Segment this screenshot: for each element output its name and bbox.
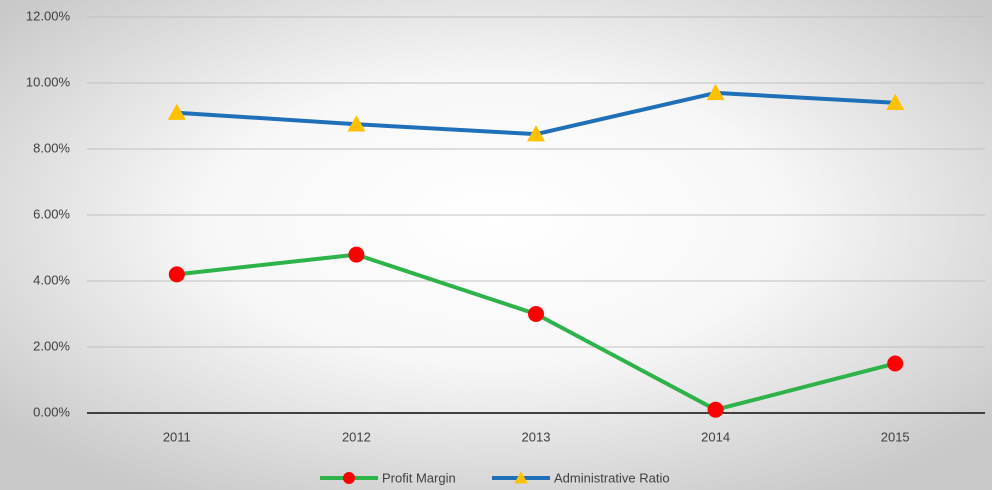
x-tick-label: 2015 — [881, 429, 910, 444]
y-tick-label: 4.00% — [33, 272, 70, 287]
x-tick-label: 2012 — [342, 429, 371, 444]
x-tick-label: 2014 — [701, 429, 730, 444]
point-marker — [707, 401, 724, 418]
point-marker — [343, 472, 355, 484]
point-marker — [168, 266, 185, 283]
legend-label: Administrative Ratio — [554, 470, 670, 485]
x-tick-label: 2011 — [163, 429, 191, 444]
point-marker — [514, 471, 528, 484]
x-tick-label: 2013 — [522, 429, 551, 444]
y-tick-label: 6.00% — [33, 206, 70, 221]
point-marker — [348, 246, 365, 263]
point-marker — [887, 355, 904, 372]
y-tick-label: 0.00% — [33, 404, 70, 419]
y-tick-label: 2.00% — [33, 338, 70, 353]
y-tick-label: 10.00% — [26, 74, 71, 89]
point-marker — [167, 103, 186, 120]
point-marker — [706, 83, 725, 101]
point-marker — [527, 125, 545, 142]
legend-label: Profit Margin — [382, 470, 456, 485]
point-marker — [347, 115, 366, 132]
y-tick-label: 12.00% — [26, 8, 71, 23]
point-marker — [886, 93, 905, 110]
y-tick-label: 8.00% — [33, 140, 70, 155]
point-marker — [528, 306, 544, 322]
